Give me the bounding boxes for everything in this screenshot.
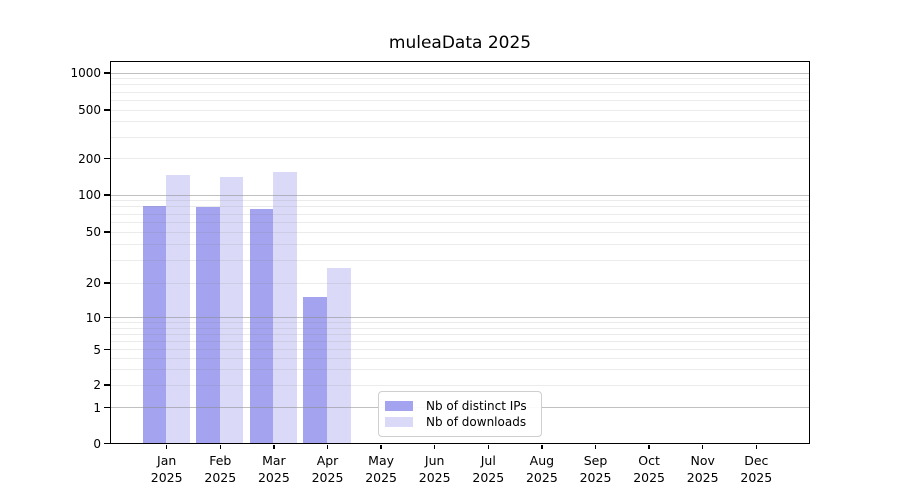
- legend: Nb of distinct IPs Nb of downloads: [378, 391, 542, 437]
- y-tick-mark: [104, 442, 110, 445]
- x-tick-mark: [219, 444, 221, 449]
- minor-gridline: [111, 109, 809, 111]
- major-gridline: [111, 194, 809, 196]
- bar-distinct-ips: [142, 205, 167, 443]
- minor-gridline: [111, 221, 809, 223]
- x-tick-mark: [273, 444, 275, 449]
- x-tick-mark: [594, 444, 597, 449]
- legend-item-downloads: Nb of downloads: [385, 414, 535, 430]
- x-axis-tick-label: Jan 2025: [150, 453, 183, 485]
- minor-gridline: [111, 243, 809, 245]
- minor-gridline: [111, 259, 809, 261]
- minor-gridline: [111, 121, 809, 123]
- y-tick-mark: [104, 317, 110, 319]
- x-axis-tick-label: Feb 2025: [204, 453, 237, 485]
- x-axis-tick-label: Dec 2025: [740, 453, 773, 485]
- major-gridline: [111, 72, 809, 74]
- bar-distinct-ips: [196, 207, 220, 443]
- x-axis-tick-label: Jun 2025: [418, 453, 451, 485]
- y-tick-mark: [104, 384, 110, 386]
- minor-gridline: [111, 327, 809, 329]
- y-axis-tick-label: 2: [93, 378, 101, 392]
- x-tick-mark: [380, 444, 382, 449]
- minor-gridline: [111, 322, 809, 324]
- y-tick-mark: [104, 194, 110, 196]
- y-tick-mark: [104, 157, 110, 160]
- minor-gridline: [111, 158, 809, 159]
- minor-gridline: [111, 333, 809, 335]
- y-axis-tick-label: 1000: [70, 66, 101, 80]
- minor-gridline: [111, 91, 809, 93]
- x-axis-tick-label: Nov 2025: [686, 453, 719, 485]
- x-axis-tick-label: Mar 2025: [257, 453, 290, 485]
- legend-swatch-distinct-ips: [385, 400, 413, 412]
- x-tick-mark: [755, 444, 757, 449]
- x-axis-tick-label: May 2025: [365, 453, 397, 485]
- plot-area: [110, 61, 810, 444]
- y-axis-tick-label: 50: [85, 225, 101, 239]
- y-tick-mark: [104, 109, 110, 111]
- minor-gridline: [111, 200, 809, 202]
- minor-gridline: [111, 99, 809, 101]
- x-tick-mark: [166, 444, 168, 449]
- bar-downloads: [219, 176, 244, 443]
- bar-downloads: [273, 172, 297, 443]
- legend-item-distinct-ips: Nb of distinct IPs: [385, 398, 535, 414]
- minor-gridline: [111, 368, 809, 370]
- y-tick-mark: [104, 282, 110, 284]
- y-axis-tick-label: 200: [78, 151, 101, 166]
- y-axis-tick-label: 20: [85, 276, 101, 290]
- y-tick-mark: [104, 407, 110, 409]
- x-tick-mark: [434, 444, 436, 449]
- minor-gridline: [111, 78, 809, 80]
- x-axis-tick-label: Sep 2025: [579, 453, 612, 485]
- bar-distinct-ips: [249, 209, 274, 443]
- y-tick-mark: [104, 231, 110, 233]
- minor-gridline: [111, 136, 809, 138]
- minor-gridline: [111, 384, 809, 386]
- bar-downloads: [327, 267, 351, 443]
- minor-gridline: [111, 231, 809, 233]
- minor-gridline: [111, 213, 809, 215]
- bar-downloads: [166, 174, 190, 443]
- y-axis-tick-label: 10: [85, 310, 101, 325]
- minor-gridline: [111, 282, 809, 284]
- x-tick-mark: [648, 444, 650, 449]
- x-axis-tick-label: Apr 2025: [311, 453, 344, 485]
- chart-title: muleaData 2025: [388, 33, 532, 53]
- y-axis-tick-label: 0: [93, 436, 101, 451]
- major-gridline: [111, 317, 809, 319]
- x-axis-tick-label: Aug 2025: [525, 453, 558, 485]
- x-tick-mark: [702, 444, 704, 449]
- bar-distinct-ips: [303, 296, 327, 443]
- x-axis-tick-label: Oct 2025: [633, 453, 665, 485]
- y-axis-tick-label: 1: [93, 400, 101, 415]
- minor-gridline: [111, 349, 809, 351]
- y-axis-tick-label: 500: [78, 103, 101, 117]
- legend-label-downloads: Nb of downloads: [426, 415, 527, 429]
- y-tick-mark: [104, 72, 110, 74]
- minor-gridline: [111, 84, 809, 86]
- x-tick-mark: [487, 444, 489, 449]
- x-tick-mark: [541, 444, 543, 449]
- minor-gridline: [111, 357, 809, 359]
- minor-gridline: [111, 206, 809, 208]
- y-axis-tick-label: 5: [93, 342, 101, 357]
- y-axis-tick-label: 100: [78, 188, 101, 202]
- minor-gridline: [111, 340, 809, 342]
- legend-swatch-downloads: [385, 416, 413, 428]
- legend-label-distinct-ips: Nb of distinct IPs: [426, 399, 527, 413]
- y-tick-mark: [104, 349, 110, 351]
- x-axis-tick-label: Jul 2025: [472, 453, 505, 485]
- x-tick-mark: [326, 444, 329, 449]
